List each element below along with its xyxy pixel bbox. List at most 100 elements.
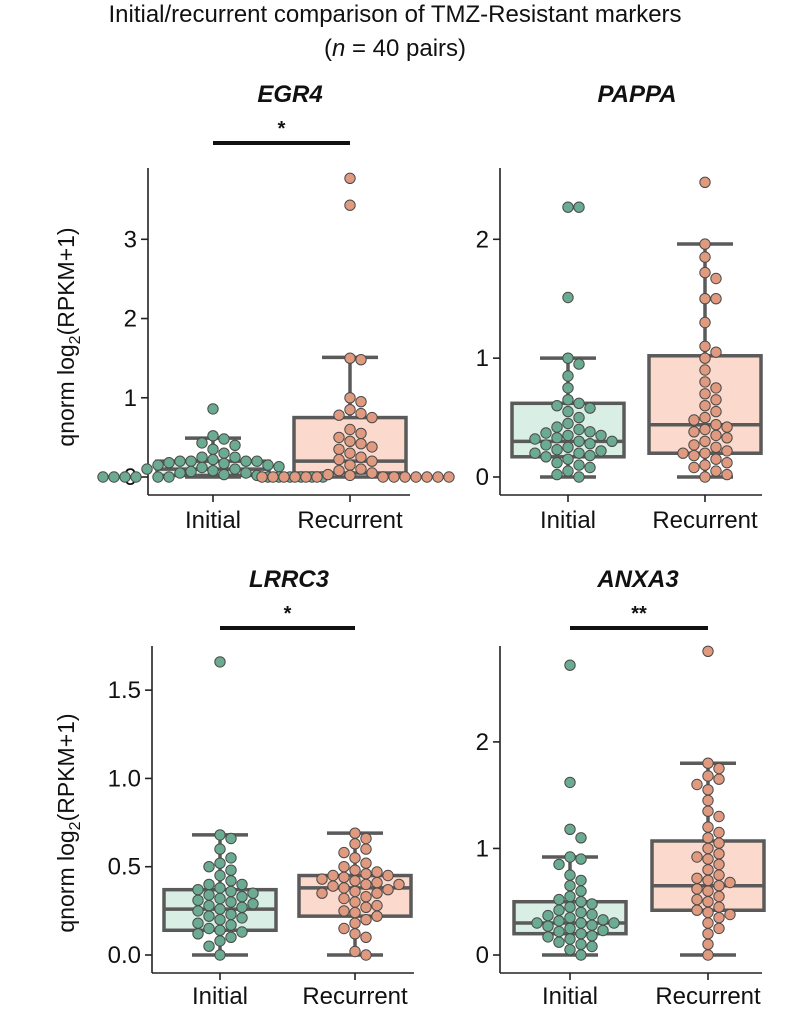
egr4-recurrent-point-30 (366, 411, 378, 424)
lrrc3-recurrent-point-3 (349, 928, 361, 940)
pappa-initial-point-30 (551, 400, 563, 412)
egr4-recurrent-point-39 (344, 172, 356, 185)
anxa3-recurrent-point-26 (702, 821, 714, 833)
egr4-recurrent-point-32 (355, 407, 367, 420)
lrrc3-recurrent-point-25 (327, 869, 339, 882)
lrrc3-recurrent-point-39 (371, 899, 383, 912)
pappa-recurrent-point-13 (721, 432, 733, 444)
pappa-recurrent-point-11 (710, 441, 722, 453)
anxa3-initial-point-32 (553, 858, 565, 871)
lrrc3-initial-point-26 (192, 884, 204, 896)
lrrc3-recurrent-point-0 (360, 949, 372, 961)
pappa-xtick-label-initial: Initial (540, 507, 596, 534)
anxa3-recurrent-point-28 (702, 805, 714, 817)
pappa-recurrent-point-12 (699, 435, 711, 447)
pappa-initial-point-16 (573, 435, 585, 447)
pappa-initial-point-10 (529, 447, 541, 459)
pappa-recurrent-point-25 (699, 376, 711, 388)
ylabel-bottom: qnorm log2(RPKM+1) (53, 713, 84, 932)
egr4-recurrent-point-13 (344, 469, 356, 482)
egr4-initial-point-30 (207, 453, 219, 466)
ylabel-top: qnorm log2(RPKM+1) (53, 227, 84, 446)
anxa3-initial-point-13 (586, 919, 598, 931)
pappa-recurrent-point-20 (710, 405, 722, 418)
egr4-initial-point-37 (218, 433, 230, 445)
pappa-recurrent-point-9 (677, 447, 689, 459)
egr4-initial-point-27 (240, 455, 252, 467)
anxa3-significance-label: ** (631, 603, 647, 625)
pappa-recurrent-point-24 (710, 382, 722, 394)
lrrc3-initial-point-13 (225, 908, 237, 921)
pappa-initial-point-34 (562, 370, 574, 382)
egr4-initial-point-14 (240, 467, 252, 479)
lrrc3-initial-point-30 (214, 869, 226, 882)
anxa3-recurrent-point-37 (724, 908, 736, 921)
pappa-initial-point-39 (573, 201, 585, 213)
pappa-recurrent-point-0 (699, 471, 711, 483)
egr4-recurrent-point-25 (355, 438, 367, 450)
pappa-recurrent-point-17 (710, 419, 722, 431)
egr4-initial-point-18 (229, 463, 241, 475)
lrrc3-initial-point-24 (247, 887, 259, 899)
anxa3-recurrent-point-5 (713, 912, 725, 924)
lrrc3-recurrent-point-23 (316, 873, 328, 885)
pappa-recurrent-point-28 (710, 346, 722, 358)
egr4-initial-point-13 (218, 468, 230, 481)
pappa-initial-point-32 (562, 394, 574, 406)
lrrc3-recurrent-point-13 (360, 891, 372, 903)
pappa-recurrent-point-18 (688, 414, 700, 426)
egr4-recurrent-point-22 (344, 447, 356, 459)
lrrc3-recurrent-point-27 (360, 868, 372, 880)
pappa-recurrent-point-16 (721, 421, 733, 433)
lrrc3-recurrent-point-17 (338, 882, 350, 894)
pappa-initial-point-36 (562, 352, 574, 364)
anxa3-recurrent-point-16 (691, 872, 703, 884)
lrrc3-recurrent-point-31 (360, 857, 372, 869)
anxa3-recurrent-point-21 (713, 848, 725, 860)
egr4-recurrent-point-0 (377, 471, 389, 483)
pappa-initial-point-37 (562, 291, 574, 304)
egr4-recurrent-point-5 (289, 471, 301, 483)
anxa3-recurrent-point-3 (713, 922, 725, 935)
egr4-recurrent-point-7 (278, 471, 290, 483)
egr4-recurrent-point-18 (344, 459, 356, 471)
pappa-recurrent-point-31 (699, 293, 711, 305)
lrrc3-initial-point-38 (236, 878, 248, 891)
anxa3-recurrent-point-6 (702, 906, 714, 919)
lrrc3-initial-point-37 (214, 829, 226, 841)
lrrc3-initial-point-33 (214, 857, 226, 869)
lrrc3-ytick-label-3: 1.5 (108, 677, 141, 704)
anxa3-xtick-label-recurrent: Recurrent (655, 983, 761, 1010)
egr4-initial-point-36 (196, 437, 208, 449)
lrrc3-recurrent-point-19 (360, 878, 372, 891)
anxa3-recurrent-point-14 (713, 880, 725, 892)
egr4-title: EGR4 (257, 81, 322, 108)
lrrc3-initial-point-11 (236, 912, 248, 924)
pappa-recurrent-point-15 (699, 423, 711, 436)
egr4-recurrent-point-11 (256, 471, 268, 483)
anxa3-initial-point-7 (586, 930, 598, 942)
lrrc3-initial-point-25 (225, 885, 237, 898)
pappa-recurrent-point-27 (699, 352, 711, 364)
anxa3-recurrent-point-18 (702, 864, 714, 876)
pappa-recurrent-point-23 (699, 388, 711, 400)
pappa-initial-point-26 (562, 417, 574, 430)
pappa-initial-point-31 (573, 397, 585, 409)
egr4-significance-label: * (278, 118, 286, 140)
anxa3-initial-point-15 (531, 917, 543, 929)
anxa3-initial-point-29 (564, 880, 576, 892)
lrrc3-initial-point-4 (192, 928, 204, 940)
lrrc3-recurrent-point-8 (349, 906, 361, 919)
egr4-initial-point-16 (185, 465, 197, 478)
egr4-recurrent-point-24 (366, 441, 378, 453)
anxa3-initial-point-34 (564, 851, 576, 863)
anxa3-initial-point-14 (575, 917, 587, 929)
title-paren-open: ( (324, 35, 332, 62)
pappa-initial-point-20 (562, 429, 574, 442)
egr4-initial-point-22 (262, 459, 274, 471)
lrrc3-recurrent-point-16 (382, 884, 394, 896)
anxa3-recurrent-point-22 (702, 842, 714, 855)
anxa3-recurrent-point-36 (702, 645, 714, 657)
lrrc3-recurrent-point-37 (349, 827, 361, 839)
pappa-initial-point-18 (529, 433, 541, 445)
